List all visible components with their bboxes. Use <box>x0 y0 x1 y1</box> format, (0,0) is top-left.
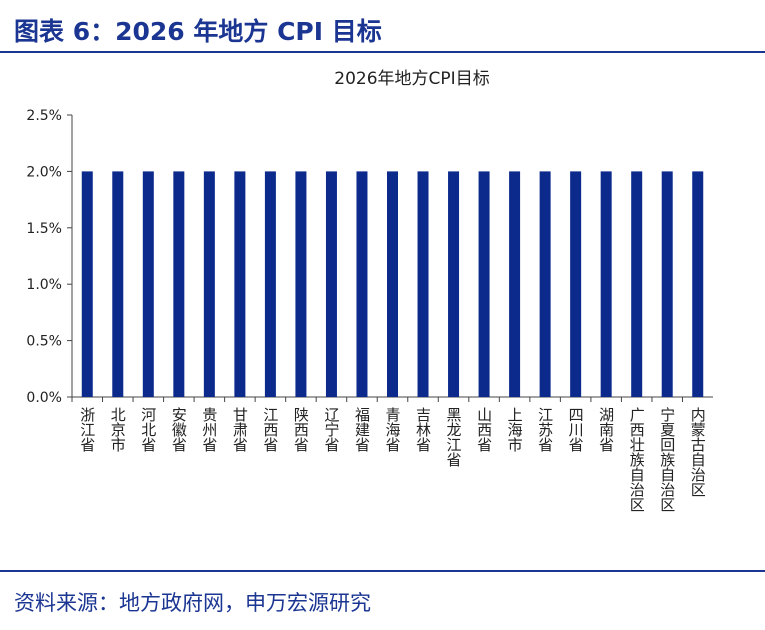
bar <box>692 171 704 397</box>
x-tick-label: 贵州省 <box>200 407 218 452</box>
x-tick-label: 内蒙古自治区 <box>689 407 707 497</box>
bar <box>81 171 93 397</box>
x-tick-label: 上海市 <box>506 407 524 452</box>
x-tick-label: 吉林省 <box>414 407 432 452</box>
x-tick-label: 宁夏回族自治区 <box>658 407 676 512</box>
bar <box>173 171 185 397</box>
x-tick-label: 湖南省 <box>597 407 615 452</box>
y-tick-label: 0.0% <box>26 390 62 406</box>
bar <box>264 171 276 397</box>
x-tick-label: 福建省 <box>353 407 371 452</box>
bar <box>417 171 429 397</box>
bar <box>631 171 643 397</box>
x-tick-label: 浙江省 <box>78 407 96 452</box>
bar <box>570 171 582 397</box>
bar <box>325 171 337 397</box>
x-tick-label: 河北省 <box>139 407 157 452</box>
bar <box>661 171 673 397</box>
bar <box>387 171 398 397</box>
bar <box>203 171 215 397</box>
x-tick-label: 江苏省 <box>536 407 554 452</box>
x-tick-label: 北京市 <box>109 407 127 452</box>
bar <box>448 171 460 397</box>
bar <box>509 171 521 397</box>
x-tick-label: 山西省 <box>475 407 493 452</box>
bar <box>142 171 154 397</box>
x-tick-label: 青海省 <box>384 407 402 452</box>
bar <box>295 171 307 397</box>
y-tick-label: 1.0% <box>26 277 62 293</box>
y-tick-label: 1.5% <box>26 221 62 237</box>
x-tick-label: 江西省 <box>261 407 279 452</box>
bar <box>112 171 124 397</box>
y-tick-label: 2.0% <box>26 164 62 180</box>
y-tick-label: 0.5% <box>26 334 62 350</box>
source-note: 资料来源：地方政府网，申万宏源研究 <box>14 591 371 615</box>
bar <box>356 171 368 397</box>
x-tick-label: 黑龙江省 <box>445 407 463 467</box>
x-tick-label: 辽宁省 <box>322 407 340 452</box>
bar <box>478 171 490 397</box>
chart-title: 2026年地方CPI目标 <box>334 69 489 89</box>
x-tick-label: 甘肃省 <box>231 407 249 452</box>
bar <box>600 171 612 397</box>
figure-title: 图表 6：2026 年地方 CPI 目标 <box>14 17 382 46</box>
bar <box>539 171 551 397</box>
x-tick-label: 安徽省 <box>170 407 188 452</box>
x-tick-label: 陕西省 <box>292 407 310 452</box>
y-tick-label: 2.5% <box>26 108 62 124</box>
x-tick-label: 四川省 <box>567 407 585 452</box>
bar <box>234 171 246 397</box>
x-tick-label: 广西壮族自治区 <box>628 407 646 512</box>
